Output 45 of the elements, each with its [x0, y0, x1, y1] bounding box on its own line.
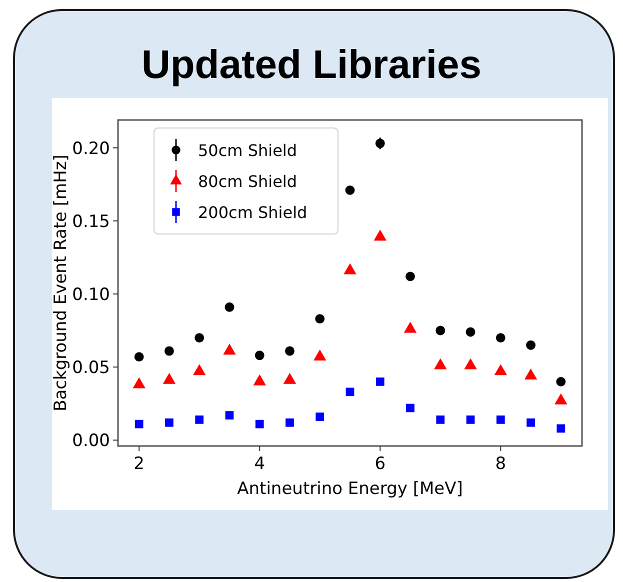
y-tick-label: 0.15	[72, 212, 110, 232]
legend-label: 200cm Shield	[198, 203, 308, 222]
point	[165, 418, 174, 427]
point	[496, 333, 506, 343]
x-tick-label: 6	[374, 454, 386, 474]
x-tick-label: 8	[495, 454, 506, 474]
x-tick-label: 2	[134, 454, 145, 474]
point	[526, 340, 536, 350]
point	[285, 346, 294, 356]
point	[225, 411, 234, 420]
point	[346, 388, 354, 396]
x-axis-title: Antineutrino Energy [MeV]	[237, 479, 463, 499]
point	[466, 416, 475, 424]
point	[345, 185, 355, 195]
point	[376, 377, 384, 386]
point	[526, 418, 535, 427]
point	[194, 333, 204, 343]
point	[316, 412, 324, 421]
point	[406, 404, 414, 412]
point	[134, 352, 144, 362]
point	[406, 272, 415, 282]
point	[556, 376, 566, 386]
point	[195, 416, 204, 424]
point	[496, 416, 505, 424]
y-tick-label: 0.00	[72, 431, 110, 452]
point	[286, 418, 294, 427]
point	[556, 424, 566, 433]
point	[436, 416, 445, 424]
legend-label: 50cm Shield	[198, 141, 298, 160]
point	[466, 327, 476, 337]
legend-label: 80cm Shield	[198, 172, 298, 191]
y-tick-label: 0.05	[72, 358, 110, 378]
point	[255, 420, 264, 428]
point	[164, 346, 174, 356]
point	[134, 420, 144, 428]
point	[224, 302, 234, 312]
y-axis-title: Background Event Rate [mHz]	[51, 154, 71, 412]
x-tick-label: 4	[254, 454, 266, 474]
point	[254, 350, 264, 360]
chart-title: Updated Libraries	[141, 43, 482, 87]
y-tick-label: 0.10	[72, 284, 110, 305]
point	[436, 326, 446, 336]
y-tick-label: 0.20	[72, 138, 110, 159]
point	[375, 138, 385, 148]
point	[315, 314, 325, 324]
